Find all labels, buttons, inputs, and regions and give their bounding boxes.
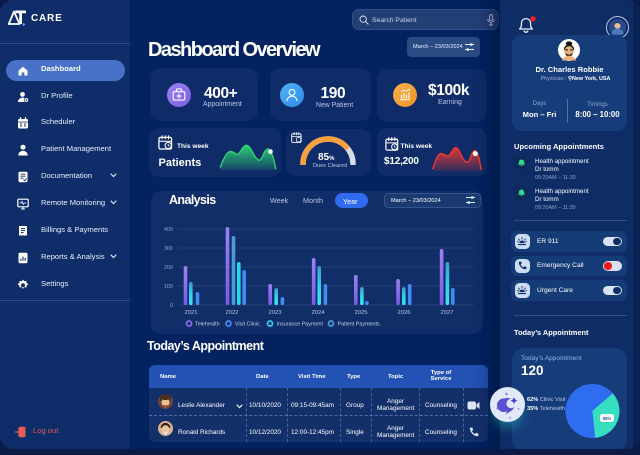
svg-text:2022: 2022 <box>226 310 239 316</box>
svg-text:100: 100 <box>164 284 173 290</box>
svg-text:Telehealth: Telehealth <box>195 322 220 328</box>
svg-text:2023: 2023 <box>269 310 282 316</box>
svg-text:2026: 2026 <box>398 310 411 316</box>
svg-text:2025: 2025 <box>355 310 368 316</box>
svg-text:Visit Clinic: Visit Clinic <box>235 322 260 328</box>
svg-text:2024: 2024 <box>312 310 326 316</box>
svg-text:2021: 2021 <box>185 310 198 316</box>
svg-text:2027: 2027 <box>441 310 454 316</box>
svg-text:Patient Payments: Patient Payments <box>338 322 381 328</box>
svg-text:200: 200 <box>164 265 173 271</box>
svg-text:0: 0 <box>170 303 173 309</box>
svg-text:Insurance Payment: Insurance Payment <box>277 322 324 328</box>
svg-text:400: 400 <box>164 227 173 233</box>
svg-text:300: 300 <box>164 246 173 252</box>
